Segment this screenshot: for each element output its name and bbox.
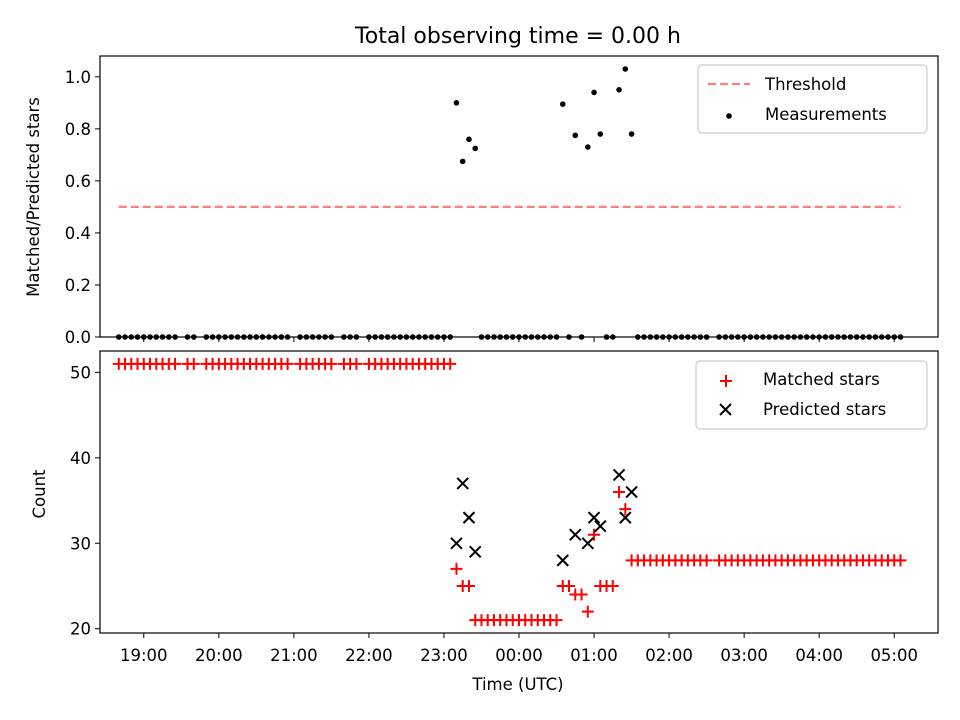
matched-star-marker xyxy=(588,528,601,541)
predicted-star-marker xyxy=(612,468,626,482)
x-tick-label: 23:00 xyxy=(420,646,468,665)
predicted-star-marker xyxy=(619,511,632,524)
count-panel-frame xyxy=(99,350,939,634)
predicted-star-marker xyxy=(469,545,482,559)
predicted-legend-label: Predicted stars xyxy=(763,400,886,419)
matched-star-marker xyxy=(462,580,475,592)
predicted-star-marker xyxy=(625,485,638,499)
count-y-tick-label: 50 xyxy=(70,363,91,382)
matched-star-marker xyxy=(187,357,200,370)
measurement-point xyxy=(622,66,629,72)
measurement-point xyxy=(559,101,566,107)
matched-star-marker xyxy=(325,357,338,370)
x-axis-label: Time (UTC) xyxy=(471,675,563,694)
x-tick-label: 04:00 xyxy=(795,646,843,665)
measurements-legend-swatch xyxy=(726,113,732,119)
measurement-point xyxy=(591,89,597,96)
x-tick-label: 02:00 xyxy=(645,646,693,665)
x-tick-label: 03:00 xyxy=(720,646,768,665)
predicted-star-marker xyxy=(450,537,463,550)
x-tick-label: 00:00 xyxy=(495,646,543,665)
count-y-tick-label: 40 xyxy=(70,449,91,468)
matched-star-marker xyxy=(563,580,576,592)
ratio-y-tick-label: 0.0 xyxy=(65,328,91,347)
matched-star-marker xyxy=(444,357,457,370)
measurement-point xyxy=(628,131,635,137)
ratio-y-axis-label: Matched/Predicted stars xyxy=(24,97,43,297)
x-tick-label: 05:00 xyxy=(870,646,918,665)
count-y-axis-label: Count xyxy=(30,469,49,519)
matched-legend-label: Matched stars xyxy=(763,370,880,389)
ratio-y-tick-label: 0.6 xyxy=(65,172,91,191)
measurement-point xyxy=(584,144,591,150)
x-tick-label: 20:00 xyxy=(195,646,243,665)
measurement-point xyxy=(459,158,466,165)
measurement-point xyxy=(472,145,479,152)
x-tick-label: 21:00 xyxy=(270,646,318,665)
predicted-star-marker xyxy=(594,519,607,533)
count-legend: Matched stars Predicted stars xyxy=(695,360,928,430)
matched-star-marker xyxy=(350,357,363,370)
matched-star-marker xyxy=(606,580,619,592)
ratio-panel-frame xyxy=(99,55,939,338)
matched-legend-swatch xyxy=(720,375,732,387)
predicted-star-marker xyxy=(456,477,469,490)
measurement-point xyxy=(453,100,460,106)
chart-title: Total observing time = 0.00 h xyxy=(354,24,681,49)
matched-star-marker xyxy=(550,614,563,627)
matched-star-marker xyxy=(581,605,594,618)
x-tick-label: 19:00 xyxy=(120,646,168,665)
measurement-point xyxy=(466,136,472,143)
matched-star-marker xyxy=(281,357,294,370)
matched-star-marker xyxy=(619,503,632,516)
count-legend-box xyxy=(695,360,928,430)
matched-star-marker xyxy=(450,562,463,575)
predicted-star-marker xyxy=(587,511,601,524)
predicted-star-marker xyxy=(569,528,582,541)
measurement-point xyxy=(597,131,604,137)
predicted-star-marker xyxy=(556,554,569,567)
measurements-legend-label: Measurements xyxy=(765,105,887,124)
matched-star-marker xyxy=(894,554,907,567)
predicted-star-marker xyxy=(581,537,594,550)
matched-star-marker xyxy=(613,486,626,498)
predicted-star-marker xyxy=(462,511,476,524)
matched-star-marker xyxy=(575,588,588,601)
predicted-legend-swatch xyxy=(719,403,732,416)
matched-star-marker xyxy=(169,357,182,370)
ratio-y-tick-label: 0.4 xyxy=(65,224,91,243)
x-tick-label: 01:00 xyxy=(570,646,618,665)
ratio-legend-box xyxy=(697,64,928,134)
matched-star-marker xyxy=(700,554,713,567)
threshold-legend-label: Threshold xyxy=(764,75,846,94)
count-panel: 19:00 20:00 21:00 22:00 23:00 00:00 01:00 02:00… xyxy=(70,357,918,665)
ratio-legend: Threshold Measurements xyxy=(697,64,928,134)
x-tick-label: 22:00 xyxy=(345,646,393,665)
measurement-point xyxy=(616,87,622,93)
count-y-tick-label: 30 xyxy=(70,534,91,553)
ratio-y-tick-label: 1.0 xyxy=(65,68,91,87)
count-y-tick-label: 20 xyxy=(70,620,91,639)
ratio-y-tick-label: 0.2 xyxy=(65,276,91,295)
measurement-point xyxy=(572,132,579,139)
ratio-y-tick-label: 0.8 xyxy=(65,120,91,139)
